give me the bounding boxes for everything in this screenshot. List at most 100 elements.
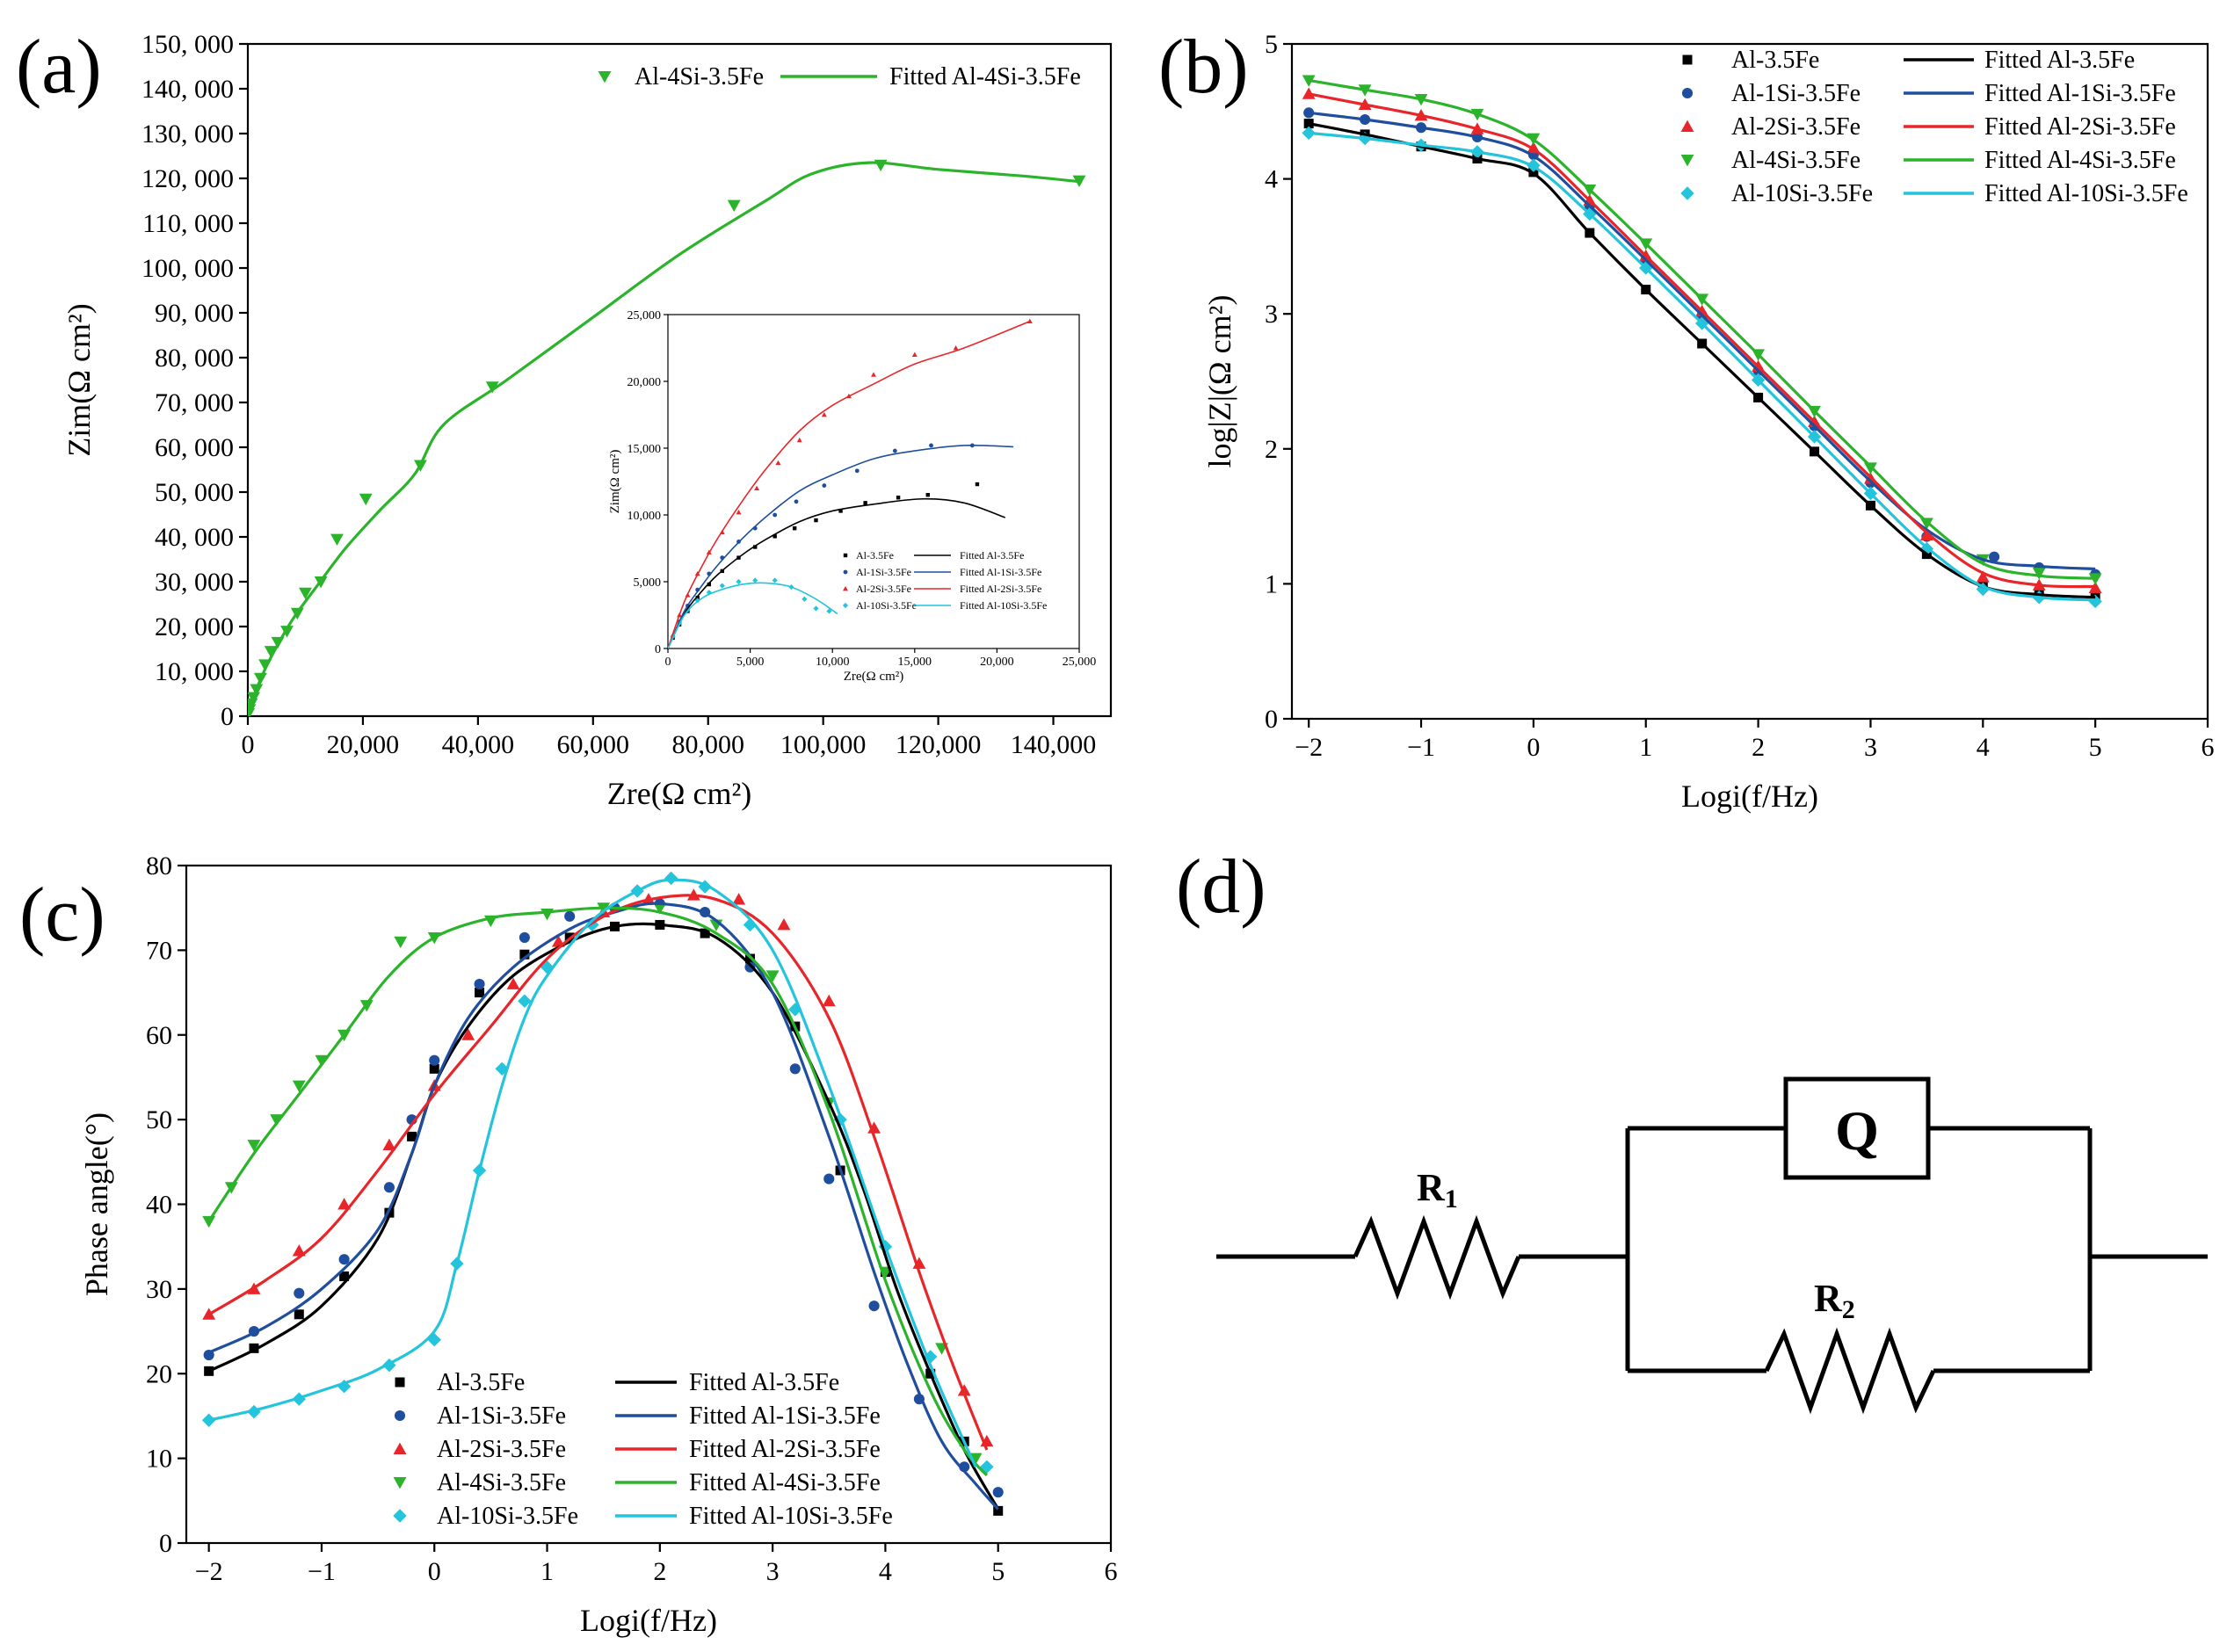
b-series-al-4si-3-5fe-point xyxy=(2032,568,2046,580)
a-y-tick-label: 80, 000 xyxy=(155,344,234,373)
a-x-tick-label: 0 xyxy=(242,730,255,759)
a-inset-y-tick-label: 15,000 xyxy=(627,443,662,456)
a-inset-series-al-3-5fe-point xyxy=(863,501,867,505)
b-y-axis-title: log|Z|(Ω cm²) xyxy=(1202,295,1237,468)
c-series-al-2si-3-5fe-point xyxy=(957,1384,971,1396)
a-inset-plot-frame xyxy=(667,314,1080,649)
a-y-tick-label: 30, 000 xyxy=(155,568,234,597)
a-inset-legend-label-fitted-al-2si-3-5fe: Fitted Al-2Si-3.5Fe xyxy=(960,583,1041,595)
b-x-tick-label: 2 xyxy=(1752,733,1765,762)
b-x-tick-label: −2 xyxy=(1295,733,1323,762)
a-x-tick-label: 80,000 xyxy=(671,730,744,759)
a-inset-series-al-10si-3-5fe-point xyxy=(813,605,819,612)
b-legend-label-fitted-al-10si-3-5fe: Fitted Al-10Si-3.5Fe xyxy=(1984,180,2188,207)
a-inset-x-tick-label: 25,000 xyxy=(1063,656,1097,669)
c-series-al-4si-3-5fe-point xyxy=(653,902,667,915)
c-legend-marker-al-3-5fe xyxy=(395,1377,405,1388)
a-inset-series-al-2si-3-5fe-point xyxy=(953,345,959,351)
c-series-al-1si-3-5fe-point xyxy=(429,1054,440,1066)
b-x-tick-label: 1 xyxy=(1639,733,1652,762)
b-x-tick-label: 4 xyxy=(1977,733,1990,762)
a-inset-series-al-1si-3-5fe-point xyxy=(854,468,860,474)
a-inset-series-al-2si-3-5fe-point xyxy=(911,351,918,357)
b-series-al-1si-3-5fe-point xyxy=(1989,551,2000,562)
b-legend-label-fitted-al-3-5fe: Fitted Al-3.5Fe xyxy=(1984,47,2135,74)
c-y-tick-label: 80 xyxy=(146,851,172,880)
b-y-tick-label: 0 xyxy=(1265,705,1278,734)
b-legend-label-al-1si-3-5fe: Al-1Si-3.5Fe xyxy=(1731,80,1861,107)
panel-label-a: (a) xyxy=(16,25,102,110)
c-series-al-2si-3-5fe-point xyxy=(506,977,520,989)
b-legend-label-al-2si-3-5fe: Al-2Si-3.5Fe xyxy=(1731,113,1861,141)
b-legend-label-fitted-al-2si-3-5fe: Fitted Al-2Si-3.5Fe xyxy=(1984,113,2176,141)
c-x-tick-label: 0 xyxy=(428,1557,441,1586)
c-series-al-2si-3-5fe-point xyxy=(777,918,791,931)
a-inset-plot-area xyxy=(668,318,1033,648)
a-inset-y-tick-label: 20,000 xyxy=(627,376,662,389)
b-series-al-2si-3-5fe-point xyxy=(1919,528,1933,541)
a-inset-legend-marker-al-2si-3-5fe xyxy=(843,586,848,591)
a-inset-series-al-1si-3-5fe-point xyxy=(892,448,897,453)
a-x-axis-title: Zre(Ω cm²) xyxy=(607,776,751,811)
a-legend-label-fitted-al-4si-3-5fe: Fitted Al-4Si-3.5Fe xyxy=(889,63,1081,91)
a-y-tick-label: 40, 000 xyxy=(155,523,234,552)
c-series-al-2si-3-5fe-point xyxy=(822,994,836,1007)
a-inset-x-tick-label: 10,000 xyxy=(816,656,850,669)
c-series-al-10si-3-5fe-point xyxy=(980,1460,994,1474)
a-inset-x-tick-label: 15,000 xyxy=(898,656,932,669)
c-y-tick-label: 40 xyxy=(146,1191,172,1220)
b-x-tick-label: 3 xyxy=(1864,733,1877,762)
c-series-al-10si-3-5fe-point xyxy=(585,917,599,932)
a-inset-legend-label-fitted-al-3-5fe: Fitted Al-3.5Fe xyxy=(960,549,1024,562)
c-plot-frame xyxy=(185,864,1113,1545)
b-series-al-10si-3-5fe-point xyxy=(1976,582,1990,597)
chart-b-bode-modulus: −2 −1 0 1 2 3 4 5 6 0 1 2 3 4 5 Logi(f/Hz) log|Z|(Ω cm²)… xyxy=(1202,30,2215,814)
b-legend-label-al-4si-3-5fe: Al-4Si-3.5Fe xyxy=(1731,147,1861,174)
b-plot-frame xyxy=(1290,42,2209,721)
a-inset-legend-label-al-1si-3-5fe: Al-1Si-3.5Fe xyxy=(856,566,911,578)
panel-label-d: (d) xyxy=(1176,844,1266,930)
c-series-al-2si-3-5fe-point xyxy=(382,1138,396,1150)
c-x-tick-label: 2 xyxy=(653,1557,666,1586)
c-series-al-1si-3-5fe-point xyxy=(564,910,576,922)
a-inset-series-al-10si-3-5fe-point xyxy=(719,583,725,589)
b-legend-marker-al-3-5fe xyxy=(1682,54,1693,65)
chart-a-nyquist: 0 20,000 40,000 60,000 80,000 100,000 120,000 1… xyxy=(62,30,1113,811)
c-series-al-3-5fe-point xyxy=(429,1063,439,1074)
c-legend-marker-al-2si-3-5fe xyxy=(393,1442,407,1454)
a-series-al-4si-3-5fe-point xyxy=(359,493,373,506)
c-series-al-3-5fe-point xyxy=(475,988,485,998)
b-series-al-4si-3-5fe-point xyxy=(2088,573,2102,585)
a-series-al-4si-3-5fe-point xyxy=(299,587,312,600)
a-y-tick-label: 10, 000 xyxy=(155,657,234,686)
a-inset-series-al-3-5fe-point xyxy=(814,518,818,523)
b-series-al-2si-3-5fe-point xyxy=(2088,581,2102,593)
a-inset-series-al-10si-3-5fe-point xyxy=(736,578,742,585)
b-y-tick-label: 2 xyxy=(1265,435,1278,464)
c-series-al-2si-3-5fe-point xyxy=(732,893,746,905)
a-x-tick-label: 120,000 xyxy=(896,730,982,759)
a-inset-series-al-10si-3-5fe-point xyxy=(826,608,832,614)
c-series-al-10si-3-5fe-point xyxy=(664,871,678,886)
b-series-fitted-al-3-5fe-line xyxy=(1308,122,2096,599)
a-inset-series-al-2si-3-5fe-point xyxy=(796,437,802,443)
a-inset-series-al-3-5fe-point xyxy=(707,582,711,587)
a-inset-x-tick-label: 5,000 xyxy=(736,656,765,669)
c-legend-label-fitted-al-10si-3-5fe: Fitted Al-10Si-3.5Fe xyxy=(689,1503,893,1530)
b-series-al-1si-3-5fe-point xyxy=(1303,107,1315,119)
b-series-al-4si-3-5fe-point xyxy=(1864,462,1877,475)
a-inset-series-al-3-5fe-point xyxy=(925,493,930,497)
r2-label: R2 xyxy=(1814,1277,1855,1324)
a-inset-series-al-10si-3-5fe-point xyxy=(802,596,808,602)
a-inset-series-al-3-5fe-point xyxy=(773,534,777,539)
c-legend-label-fitted-al-3-5fe: Fitted Al-3.5Fe xyxy=(689,1369,839,1396)
b-legend-marker-al-1si-3-5fe xyxy=(1681,87,1694,99)
c-legend-marker-al-10si-3-5fe xyxy=(393,1509,407,1523)
a-series-al-4si-3-5fe-point xyxy=(485,381,499,394)
b-x-tick-label: 0 xyxy=(1527,733,1540,762)
a-legend-marker-al-4si-3-5fe xyxy=(598,71,612,83)
c-x-tick-label: −2 xyxy=(195,1557,223,1586)
c-series-al-4si-3-5fe-point xyxy=(765,970,780,982)
c-x-tick-label: 4 xyxy=(879,1557,892,1586)
b-x-tick-label: 5 xyxy=(2089,733,2102,762)
